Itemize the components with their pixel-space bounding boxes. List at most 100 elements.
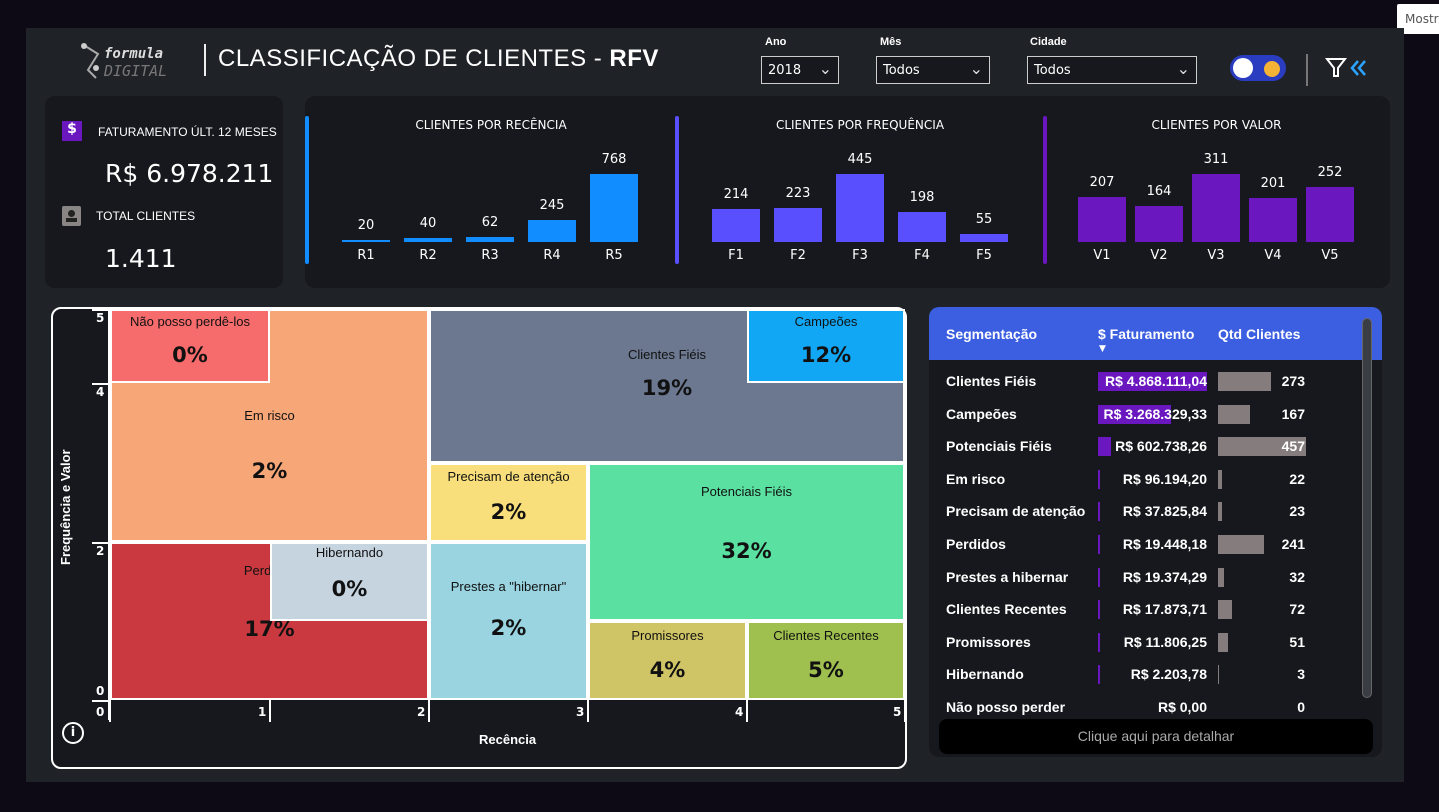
qtd-databar [1218, 632, 1228, 652]
segment-name: Promissores [631, 628, 704, 643]
table-row[interactable]: Não posso perder R$ 0,00 0 [929, 691, 1369, 723]
chart-accent-line [675, 116, 679, 264]
segment-pct: 17% [244, 617, 295, 641]
bar-category-label: R2 [419, 248, 437, 263]
toggle-knob [1233, 58, 1253, 78]
scrollbar[interactable] [1362, 318, 1372, 698]
table-row[interactable]: Clientes Recentes R$ 17.873,71 72 [929, 593, 1369, 625]
bar-value-label: 55 [975, 211, 993, 227]
bar[interactable] [404, 238, 452, 242]
clients-label: TOTAL CLIENTES [96, 209, 196, 223]
table-row[interactable]: Campeões R$ 3.268.329,33 167 [929, 398, 1369, 430]
segment-prestes-a-hibernar-[interactable]: Prestes a "hibernar" 2% [429, 542, 588, 700]
table-row[interactable]: Promissores R$ 11.806,25 51 [929, 626, 1369, 658]
bar[interactable] [712, 209, 760, 242]
segment-potenciais-fi-is[interactable]: Potenciais Fiéis 32% [588, 463, 905, 621]
segment-precisam-de-aten-o[interactable]: Precisam de atenção 2% [429, 463, 588, 542]
header-segmentacao[interactable]: Segmentação [946, 326, 1038, 342]
bar-category-label: R1 [357, 248, 375, 263]
x-tick-line [428, 700, 430, 722]
qtd-databar [1218, 372, 1271, 391]
faturamento-databar [1098, 567, 1100, 587]
bar[interactable] [528, 220, 576, 242]
sun-icon [1264, 61, 1280, 77]
faturamento-databar [1098, 632, 1100, 652]
y-tick-label: 2 [96, 544, 105, 558]
cell-segmentacao: Prestes a hibernar [946, 568, 1069, 585]
bar[interactable] [960, 233, 1008, 242]
title-bold: RFV [609, 45, 659, 72]
segment-clientes-recentes[interactable]: Clientes Recentes 5% [747, 621, 905, 700]
cell-qtd-clientes: 23 [1289, 503, 1305, 520]
table-header: Segmentação $ Faturamento ▼ Qtd Clientes [929, 307, 1382, 360]
cell-faturamento: R$ 11.806,25 [1123, 633, 1207, 650]
bar-value-label: 214 [723, 187, 749, 203]
bar[interactable] [1249, 198, 1297, 242]
bar[interactable] [1192, 174, 1240, 242]
cell-faturamento: R$ 37.825,84 [1122, 503, 1207, 520]
chevron-down-icon: ⌄ [818, 59, 832, 78]
cell-segmentacao: Precisam de atenção [946, 503, 1086, 520]
segment-hibernando[interactable]: Hibernando 0% [270, 542, 429, 621]
theme-toggle[interactable] [1230, 55, 1286, 81]
segment-campe-es[interactable]: Campeões 12% [747, 309, 905, 383]
chart-title: CLIENTES POR VALOR [1151, 118, 1282, 132]
table-row[interactable]: Potenciais Fiéis R$ 602.738,26 457 [929, 430, 1369, 462]
table-row[interactable]: Perdidos R$ 19.448,18 241 [929, 528, 1369, 560]
svg-text:formula: formula [104, 46, 163, 62]
bar[interactable] [898, 211, 946, 242]
x-tick-line [109, 700, 111, 722]
faturamento-databar [1098, 665, 1100, 685]
bar[interactable] [836, 174, 884, 242]
y-tick-label: 4 [96, 385, 105, 399]
chart-title: CLIENTES POR FREQUÊNCIA [775, 118, 945, 132]
faturamento-databar [1098, 404, 1172, 424]
segment-n-o-posso-perd-los[interactable]: Não posso perdê-los 0% [110, 309, 270, 383]
bar[interactable] [590, 174, 638, 242]
x-tick-line [269, 700, 271, 722]
segment-promissores[interactable]: Promissores 4% [588, 621, 747, 700]
detail-button[interactable]: Clique aqui para detalhar [939, 719, 1373, 754]
bar[interactable] [342, 240, 390, 242]
bar-charts-card: CLIENTES POR RECÊNCIA 20 R1 40 R2 62 R3 245 R4 76… [305, 96, 1390, 288]
bar-category-label: F2 [790, 248, 806, 263]
bar[interactable] [1078, 196, 1126, 242]
qtd-databar [1218, 665, 1219, 685]
header-qtd-clientes[interactable]: Qtd Clientes [1218, 326, 1301, 342]
table-row[interactable]: Hibernando R$ 2.203,78 3 [929, 658, 1369, 690]
filter-ano-dropdown[interactable]: 2018 ⌄ [761, 56, 839, 84]
qtd-databar [1218, 469, 1223, 489]
bar[interactable] [1135, 206, 1183, 242]
table-row[interactable]: Clientes Fiéis R$ 4.868.111,04 273 [929, 365, 1369, 397]
bar[interactable] [466, 236, 514, 242]
segment-name: Em risco [244, 408, 295, 423]
cell-segmentacao: Promissores [946, 633, 1031, 650]
x-tick-label: 1 [258, 705, 267, 719]
table-row[interactable]: Em risco R$ 96.194,20 22 [929, 463, 1369, 495]
filter-cidade-dropdown[interactable]: Todos ⌄ [1027, 56, 1197, 84]
segment-pct: 0% [331, 577, 368, 601]
bar-value-label: 198 [909, 189, 935, 205]
filter-mes-dropdown[interactable]: Todos ⌄ [876, 56, 990, 84]
cell-qtd-clientes: 22 [1289, 470, 1305, 487]
info-icon[interactable]: i [62, 722, 84, 744]
filter-pane-button[interactable] [1324, 56, 1370, 84]
cell-qtd-clientes: 32 [1289, 568, 1305, 585]
sort-desc-icon: ▼ [1099, 344, 1106, 354]
segment-name: Clientes Recentes [773, 628, 879, 643]
cell-faturamento: R$ 19.374,29 [1122, 568, 1207, 585]
cell-qtd-clientes: 241 [1281, 536, 1305, 552]
bar-category-label: F3 [852, 248, 868, 263]
table-row[interactable]: Precisam de atenção R$ 37.825,84 23 [929, 495, 1369, 527]
bar-category-label: V5 [1321, 248, 1339, 263]
segment-pct: 12% [800, 343, 852, 367]
bar-category-label: R5 [605, 248, 623, 263]
table-row[interactable]: Prestes a hibernar R$ 19.374,29 32 [929, 561, 1369, 593]
faturamento-databar [1098, 437, 1112, 457]
bar[interactable] [774, 207, 822, 242]
filter-label-cidade: Cidade [1030, 36, 1067, 48]
cell-segmentacao: Clientes Fiéis [946, 373, 1037, 389]
cell-qtd-clientes: 457 [1281, 438, 1305, 455]
bar[interactable] [1306, 186, 1354, 242]
header-faturamento[interactable]: $ Faturamento [1098, 326, 1195, 342]
